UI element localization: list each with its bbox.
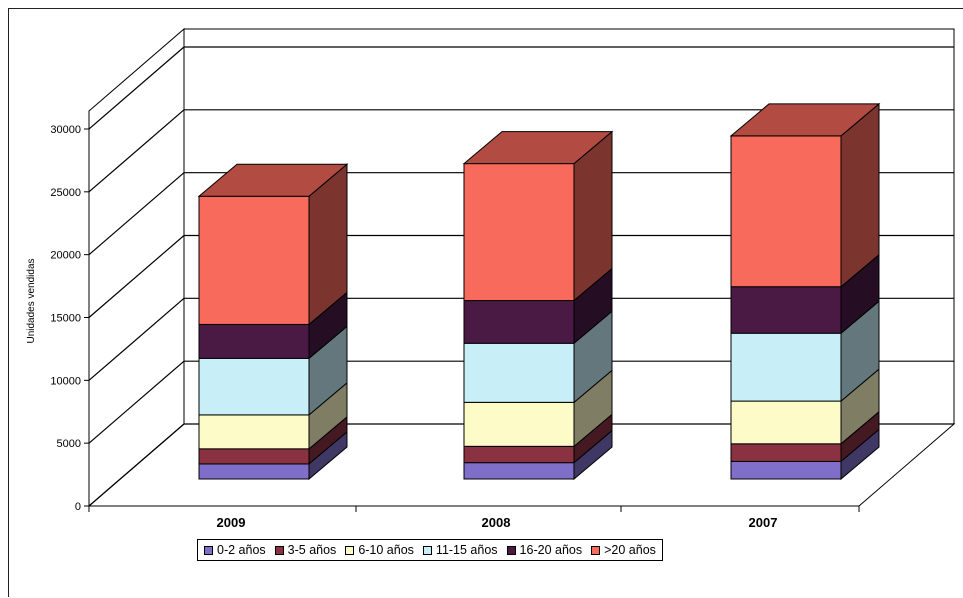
- gridline-side: [88, 360, 185, 444]
- legend-label: 16-20 años: [519, 543, 583, 557]
- gridline-side: [88, 172, 185, 256]
- gridline-side: [88, 109, 185, 193]
- legend-item: 16-20 años: [506, 543, 583, 557]
- bar-2009-1115aos-front: [198, 357, 310, 416]
- bar-2009-610aos-front: [198, 414, 310, 450]
- bar-2008-20aos-front: [463, 163, 575, 302]
- bar-2007-1115aos-front: [730, 332, 842, 402]
- bar-2007-1620aos-front: [730, 286, 842, 334]
- bar-2008-610aos-front: [463, 401, 575, 447]
- legend-label: 3-5 años: [287, 543, 337, 557]
- bar-2009-20aos-top: [197, 163, 349, 197]
- legend-swatch: [422, 545, 432, 555]
- bar-2008-35aos-front: [463, 445, 575, 464]
- y-tick-label: 20000: [50, 250, 81, 262]
- bar-2007-20aos-front: [730, 135, 842, 288]
- legend-swatch: [274, 545, 284, 555]
- legend-item: 0-2 años: [204, 543, 266, 557]
- y-tick-label: 30000: [50, 124, 81, 136]
- gridline-side: [88, 297, 185, 381]
- legend-item: 6-10 años: [345, 543, 414, 557]
- y-tick-label: 0: [75, 501, 81, 513]
- x-category-label: 2007: [749, 515, 778, 530]
- bar-2008-1115aos-front: [463, 342, 575, 403]
- y-tick-label: 5000: [57, 438, 81, 450]
- legend-label: >20 años: [604, 543, 656, 557]
- y-tick-label: 15000: [50, 313, 81, 325]
- legend-label: 6-10 años: [358, 543, 414, 557]
- bar-2007-20aos-top: [729, 103, 881, 137]
- legend-label: 11-15 años: [435, 543, 498, 557]
- bar-2007-610aos-front: [730, 400, 842, 445]
- chart-plot: 0 5000 10000 15000 20000 25000 30000 Unidades v…: [26, 27, 956, 530]
- legend-item: >20 años: [591, 543, 656, 557]
- bar-2009-20aos-front: [198, 195, 310, 325]
- x-category-label: 2009: [217, 515, 246, 530]
- bar-2007-02aos-front: [730, 460, 842, 480]
- chart-frame: 0 5000 10000 15000 20000 25000 30000 Unidades v…: [8, 8, 963, 597]
- gridline-side: [88, 235, 185, 318]
- legend-swatch: [345, 545, 355, 555]
- y-tick-label: 10000: [50, 375, 81, 387]
- legend-item: 11-15 años: [422, 543, 498, 557]
- y-axis-label: Unidades vendidas: [26, 258, 37, 343]
- bar-2009-1620aos-front: [198, 323, 310, 359]
- gridline-side: [88, 46, 185, 130]
- bar-2008-02aos-front: [463, 462, 575, 480]
- bar-2008-1620aos-front: [463, 300, 575, 344]
- gridline-side: [88, 423, 185, 507]
- side-wall: [88, 27, 185, 508]
- legend-swatch: [204, 545, 213, 555]
- y-tick-label: 25000: [50, 187, 81, 199]
- bar-2009-02aos-front: [198, 463, 310, 480]
- legend-item: 3-5 años: [274, 543, 337, 557]
- bar-2007-35aos-front: [730, 443, 842, 462]
- x-category-label: 2008: [482, 515, 511, 530]
- legend-swatch: [591, 545, 601, 555]
- legend-swatch: [506, 545, 516, 555]
- chart-legend: 0-2 años 3-5 años 6-10 años 11-15 años 16-20…: [197, 539, 663, 561]
- bar-2008-20aos-top: [462, 131, 614, 165]
- legend-label: 0-2 años: [217, 543, 266, 557]
- bar-2009-35aos-front: [198, 448, 310, 465]
